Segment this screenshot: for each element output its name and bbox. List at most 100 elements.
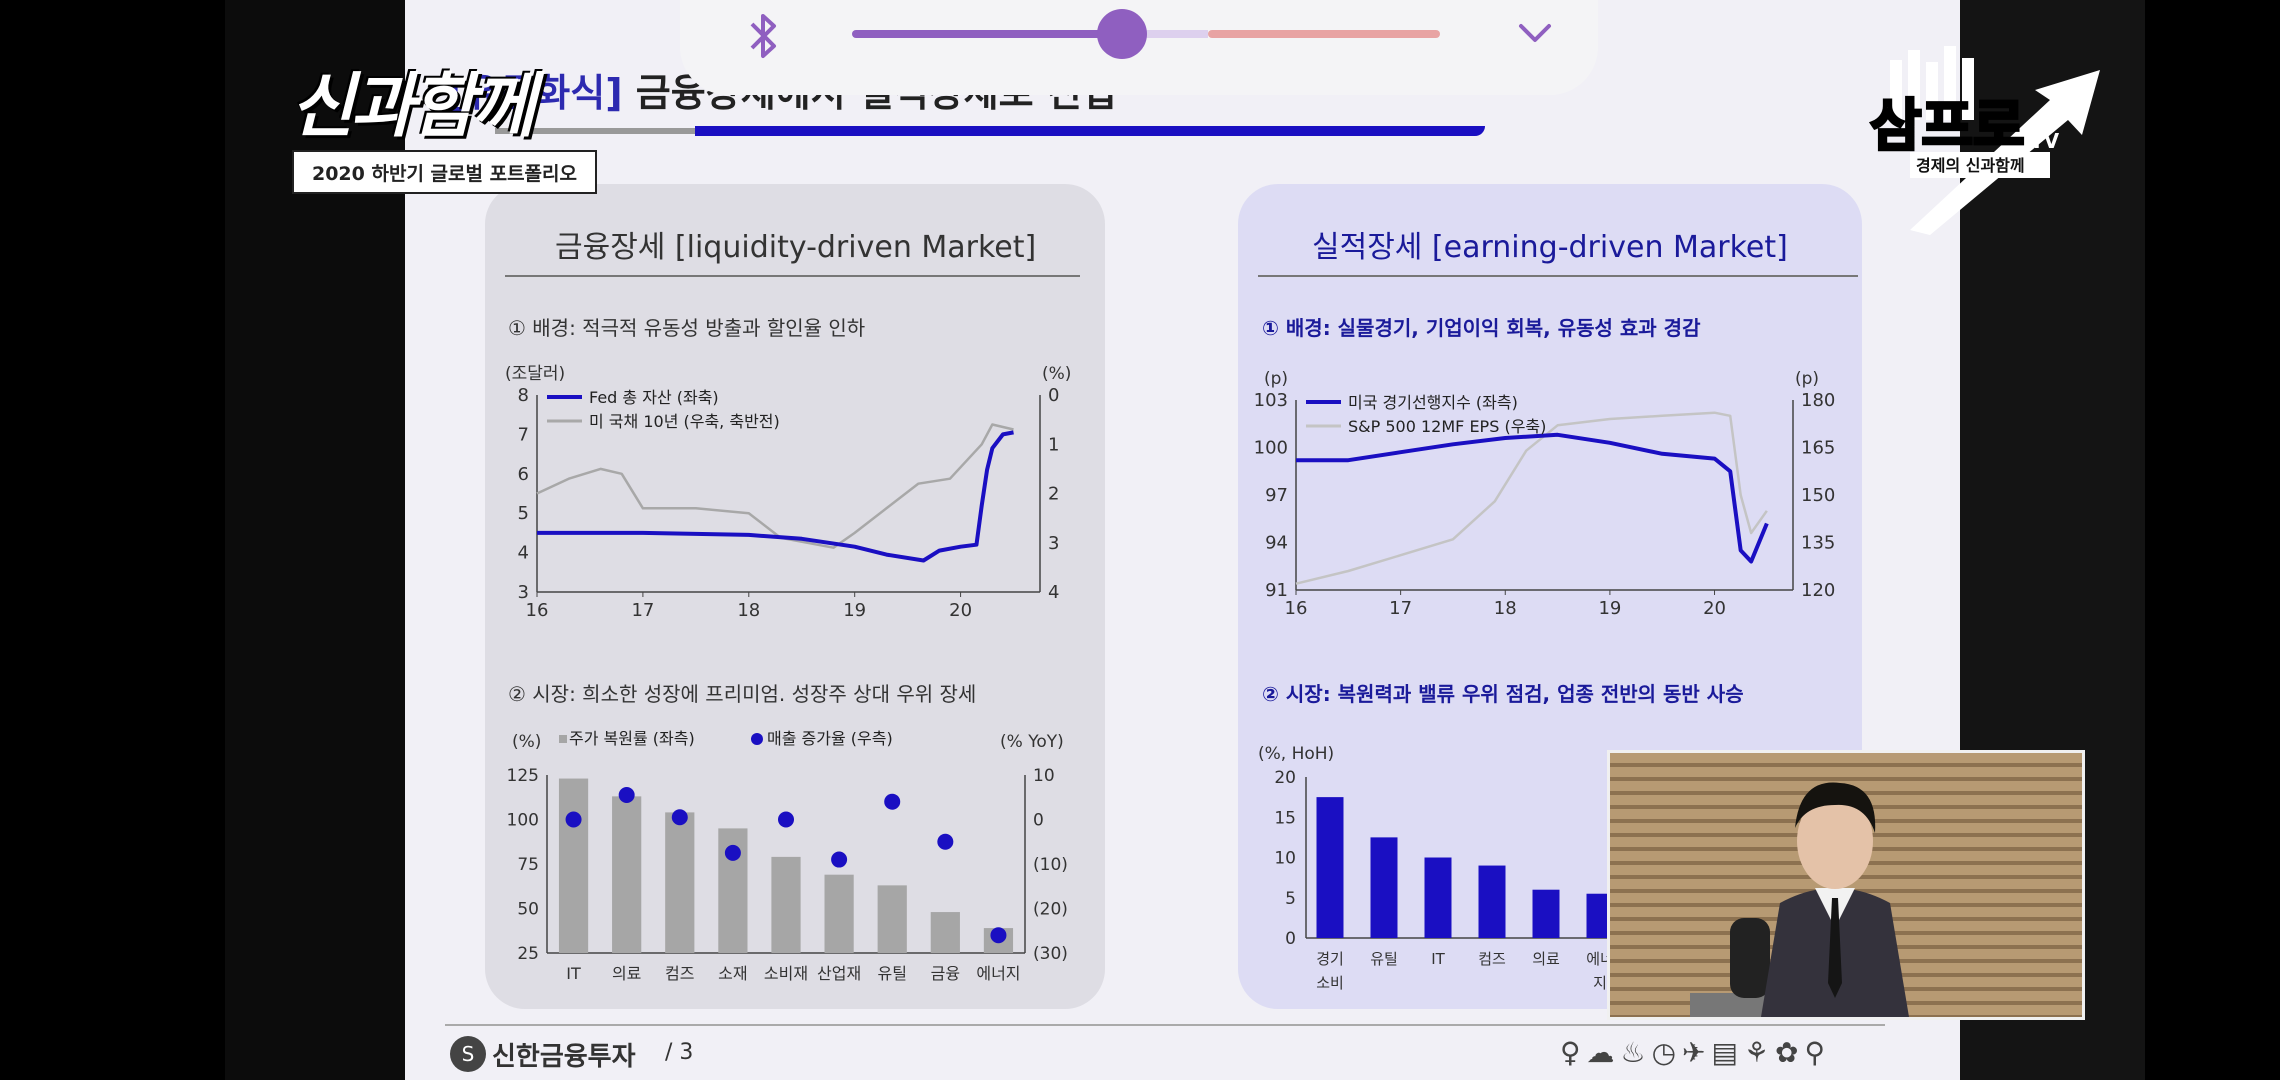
dot-소재: [724, 844, 741, 861]
x-tick-label-line2: 지: [1593, 974, 1607, 992]
x-tick-label: 17: [1389, 598, 1412, 619]
y-right-tick-label: 4: [1048, 582, 1059, 603]
tv-logo-sub: 경제의 신과함께: [1916, 156, 2025, 175]
x-tick-label: 유틸: [877, 964, 906, 983]
y-right-tick-label: 3: [1048, 533, 1059, 554]
y-right-tick-label: (30): [1033, 944, 1068, 964]
legend-swatch-dot: [751, 733, 763, 745]
y-left-tick-label: 8: [518, 385, 529, 406]
dot-의료: [618, 787, 635, 804]
series-line-primary: [1296, 432, 1769, 564]
legend-label: S&P 500 12MF EPS (우축): [1348, 417, 1546, 436]
x-tick-label: 16: [526, 600, 549, 621]
y-tick-label: 10: [1274, 849, 1296, 869]
x-tick-label: 소재: [718, 964, 747, 983]
bluetooth-icon[interactable]: [738, 10, 788, 62]
slide-title-highlight: [유동화식]: [448, 71, 623, 115]
y-left-tick-label: 94: [1265, 533, 1288, 554]
bar-IT: [1424, 857, 1452, 938]
y-right-axis-label: (%): [1042, 364, 1071, 384]
x-tick-label: IT: [1431, 950, 1445, 968]
series-line-secondary: [1295, 411, 1768, 585]
y-left-tick-label: 103: [1254, 390, 1288, 411]
y-left-tick-label: 4: [518, 543, 529, 564]
y-left-tick-label: 25: [517, 944, 539, 964]
volume-slider-limit[interactable]: [1208, 30, 1440, 38]
bar-금융: [930, 912, 960, 953]
x-tick-label: 에너지: [976, 964, 1020, 983]
bar-유틸: [877, 885, 907, 953]
dot-소비재: [778, 811, 794, 828]
bar-컴즈: [665, 812, 695, 953]
shinhan-logo-icon: S: [450, 1036, 486, 1072]
x-tick-label: 16: [1285, 598, 1308, 619]
x-tick-label: 산업재: [817, 964, 861, 983]
x-tick-label: 유틸: [1370, 950, 1398, 968]
presenter-silhouette: [1690, 782, 1909, 1017]
y-left-tick-label: 97: [1265, 485, 1288, 506]
y-tick-label: 15: [1274, 808, 1296, 828]
dot-에너지: [990, 927, 1007, 944]
bar-IT: [558, 778, 589, 953]
right-panel-divider: [1258, 275, 1858, 277]
bar-경기소비: [1316, 797, 1344, 938]
dot-IT: [565, 811, 582, 828]
dot-산업재: [831, 851, 848, 868]
y-right-tick-label: 0: [1048, 385, 1059, 406]
y-left-tick-label: 3: [518, 582, 529, 603]
legend-label: 미국 경기선행지수 (좌측): [1348, 393, 1518, 412]
dot-금융: [937, 833, 954, 850]
left-panel-title: 금융장세 [liquidity-driven Market]: [555, 230, 1037, 265]
y-left-axis-label: (조달러): [505, 364, 565, 384]
y-axis-label: (%, HoH): [1258, 744, 1334, 764]
footer-divider: [445, 1024, 1885, 1026]
x-tick-label: 경기: [1316, 950, 1344, 968]
x-tick-label: 컴즈: [665, 964, 694, 983]
y-right-tick-label: 0: [1033, 811, 1044, 831]
bar-의료: [612, 796, 642, 953]
leading-index-chart: 16 17 18 19 20 103 100 97 94 91 180 165 150 135 120 (p)…: [1254, 369, 1836, 619]
y-right-tick-label: 2: [1048, 484, 1059, 505]
y-left-tick-label: 50: [517, 900, 539, 920]
right-section2-text: ② 시장: 복원력과 밸류 우위 점검, 업종 전반의 동반 사승: [1262, 682, 1744, 706]
left-section2-text: ② 시장: 희소한 성장에 프리미엄. 성장주 상대 우위 장세: [508, 682, 977, 706]
x-tick-label: 19: [843, 600, 866, 621]
y-right-axis-label: (% YoY): [1000, 732, 1064, 752]
y-right-tick-label: 120: [1801, 580, 1835, 601]
volume-slider-fill[interactable]: [852, 30, 1122, 38]
legend-swatch-bar: [559, 735, 567, 743]
series-line-secondary: [536, 423, 1014, 549]
sampro-tv-logo: 삼프로 TV 경제의 신과함께: [1869, 46, 2100, 235]
title-underline-gray: [495, 128, 695, 134]
x-tick-label: 의료: [612, 964, 641, 983]
legend-label-dot: 매출 증가율 (우측): [767, 729, 893, 748]
right-panel-title: 실적장세 [earning-driven Market]: [1312, 230, 1788, 265]
x-tick-label: 컴즈: [1478, 950, 1506, 968]
presenter-webcam: [1607, 750, 2085, 1020]
right-section1-text: ① 배경: 실물경기, 기업이익 회복, 유동성 효과 경감: [1262, 316, 1701, 340]
footer-brand: 신한금융투자: [492, 1042, 636, 1072]
show-subtitle: 2020 하반기 글로벌 포트폴리오: [292, 150, 597, 194]
x-tick-label: 17: [631, 600, 654, 621]
bar-산업재: [824, 874, 854, 953]
y-right-axis-label: (p): [1795, 369, 1819, 389]
y-right-tick-label: 180: [1801, 390, 1835, 411]
x-tick-label: IT: [566, 964, 581, 983]
dot-유틸: [884, 793, 901, 810]
legend-label-bar: 주가 복원률 (좌측): [569, 729, 695, 748]
y-right-tick-label: 1: [1048, 434, 1059, 455]
y-left-tick-label: 75: [517, 855, 539, 875]
footer-decor-icons: ♀☁♨◷✈▤⚘✿⚲: [1560, 1036, 1832, 1069]
bar-컴즈: [1478, 865, 1506, 938]
y-left-tick-label: 7: [518, 424, 529, 445]
volume-slider-track[interactable]: [1122, 30, 1208, 38]
chevron-down-icon[interactable]: [1515, 14, 1555, 54]
title-underline-blue: [695, 126, 1485, 136]
series-line-primary: [537, 430, 1014, 563]
y-left-tick-label: 125: [507, 766, 539, 786]
x-tick-label: 18: [737, 600, 760, 621]
volume-slider-thumb[interactable]: [1097, 9, 1147, 59]
legend-label: 미 국채 10년 (우축, 축반전): [589, 412, 780, 431]
left-section1-text: ① 배경: 적극적 유동성 방출과 할인율 인하: [508, 316, 866, 340]
